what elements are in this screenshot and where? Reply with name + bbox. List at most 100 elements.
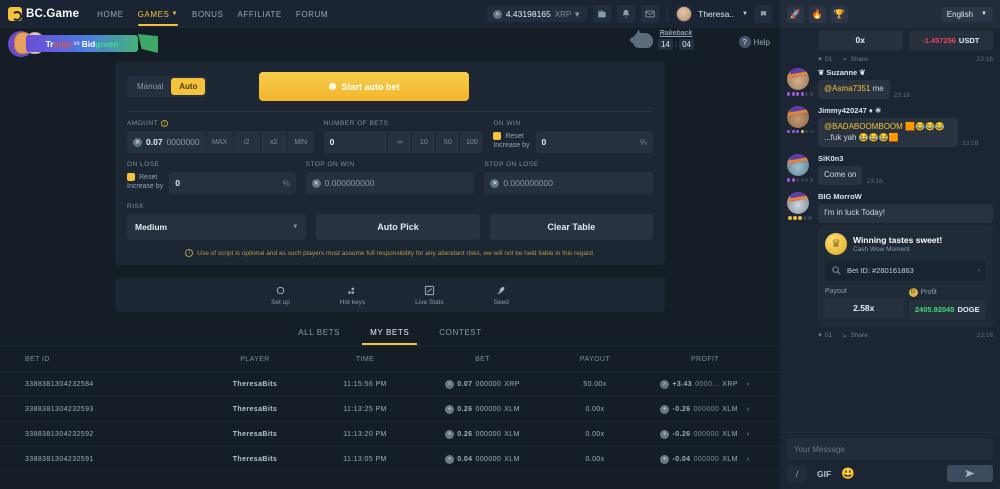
on-lose-input[interactable]: 0 [175, 178, 180, 188]
avatar-column [787, 68, 813, 99]
on-win-controls: Reset Increase by 0 % [493, 131, 654, 153]
avatar[interactable] [787, 154, 809, 177]
tool-live-stats[interactable]: Live Stats [415, 285, 444, 306]
avatar[interactable] [787, 192, 809, 215]
chevron-right-icon[interactable]: › [746, 430, 750, 438]
trophy-icon[interactable]: 🏆 [831, 5, 848, 23]
mail-icon[interactable] [641, 5, 660, 23]
gif-button[interactable]: GIF [817, 468, 832, 479]
chevron-right-icon[interactable]: › [746, 455, 750, 463]
win-card-bet-id-row[interactable]: Bet ID: #280161863 › [825, 260, 986, 281]
brand-logo[interactable]: BC.Game [8, 7, 79, 21]
level-dots [787, 129, 813, 134]
chevron-down-icon[interactable]: ▼ [742, 11, 748, 17]
flag-icon[interactable] [754, 5, 772, 23]
amount-min-button[interactable]: MIN [286, 131, 314, 153]
chevron-right-icon[interactable]: › [746, 380, 750, 388]
on-win-increase-label[interactable]: Increase by [493, 142, 530, 149]
bets-100-button[interactable]: 100 [459, 131, 483, 153]
cell-player[interactable]: TheresaBits [232, 430, 278, 438]
amount-input[interactable]: ✕ 0.07 0000000 [127, 137, 206, 147]
nav-item-home[interactable]: HOME [97, 0, 123, 28]
amount-max-button[interactable]: MAX [205, 131, 233, 153]
tab-contest[interactable]: CONTEST [439, 328, 482, 337]
mode-auto-button[interactable]: Auto [171, 78, 206, 95]
level-dot [791, 129, 795, 134]
chevron-right-icon[interactable]: › [746, 405, 750, 413]
share-button[interactable]: ➢ Share [842, 332, 868, 340]
avatar[interactable] [676, 6, 693, 22]
message-author[interactable]: SiK0n3 [818, 154, 844, 164]
table-row[interactable]: 3388381304232592 TheresaBits 11:13:20 PM ✦ 0… [0, 422, 780, 447]
info-icon[interactable]: i [161, 120, 169, 127]
promo-banner[interactable]: Tr ump vs Bid green [4, 30, 158, 60]
tab-my-bets[interactable]: MY BETS [362, 322, 418, 345]
cell-player[interactable]: TheresaBits [232, 405, 278, 413]
message-author[interactable]: BIG MorroW [818, 192, 862, 202]
message-mention[interactable]: @BADABOOMBOOM [824, 121, 903, 131]
on-lose-reset-option[interactable]: Reset [127, 173, 163, 181]
auto-pick-button[interactable]: Auto Pick [316, 214, 480, 240]
clear-table-button[interactable]: Clear Table [489, 214, 653, 240]
balance-display[interactable]: ✕ 4.43198165 XRP ▼ [486, 6, 588, 22]
cell-player[interactable]: TheresaBits [232, 380, 278, 388]
message-input-wrapper[interactable] [787, 438, 993, 460]
fire-icon[interactable]: 🔥 [809, 5, 826, 23]
table-row[interactable]: 3388381304232591 TheresaBits 11:13:05 PM ✦ 0… [0, 447, 780, 472]
share-button[interactable]: ➢ Share [842, 55, 868, 64]
message-author[interactable]: Jimmy420247 ♦ ☀ [818, 105, 882, 115]
bets-10-button[interactable]: 10 [411, 131, 435, 153]
start-auto-bet-button[interactable]: Start auto bet [259, 72, 470, 101]
rakeback-widget[interactable]: Rakeback 14 : 04 [629, 30, 694, 50]
amount-double-button[interactable]: x2 [259, 131, 287, 153]
nav-item-bonus[interactable]: BONUS [192, 0, 223, 28]
nav-item-affiliate[interactable]: AFFILIATE [237, 0, 281, 28]
win-share-card[interactable]: ♛ Winning tastes sweet! Cash Wow Moment … [818, 225, 993, 327]
cell-bet-currency: XRP [504, 380, 520, 388]
script-disclaimer: ! Use of script is optional and as such … [127, 240, 653, 265]
mode-manual-button[interactable]: Manual [137, 82, 164, 91]
nav-item-games[interactable]: GAMES ▼ [137, 0, 179, 28]
cell-profit-amount: -0.26 [672, 430, 691, 438]
on-lose-label: ON LOSE [127, 161, 296, 168]
tool-setup[interactable]: Set up [271, 285, 290, 306]
message-author[interactable]: ❦ Suzanne ❦ [818, 68, 866, 77]
table-row[interactable]: 3388381304232593 TheresaBits 11:13:25 PM ✦ 0… [0, 397, 780, 422]
stop-on-lose-input[interactable]: ✕ 0.000000000 [484, 178, 653, 188]
like-count[interactable]: ♥ 01 [818, 55, 833, 63]
on-lose-increase-label[interactable]: Increase by [127, 183, 164, 190]
tab-all-bets[interactable]: ALL BETS [298, 328, 341, 337]
cell-player[interactable]: TheresaBits [232, 455, 278, 463]
avatar[interactable] [787, 105, 809, 128]
tool-hotkeys[interactable]: Hot keys [340, 285, 365, 306]
message-mention[interactable]: @Asma7351 [824, 84, 871, 93]
chat-messages[interactable]: 0x -1.457256 USDT ♥ 01 ➢ Share 23:16 [780, 28, 1000, 432]
number-of-bets-input[interactable]: 0 [329, 137, 335, 147]
stop-on-win-input[interactable]: ✕ 0.000000000 [306, 178, 475, 188]
like-count[interactable]: ♥ 01 [818, 332, 833, 340]
send-message-button[interactable] [947, 465, 993, 482]
emoji-picker-button[interactable]: 😃 [841, 468, 855, 480]
nav-item-forum[interactable]: FORUM [296, 0, 328, 28]
bets-infinite-button[interactable]: ∞ [387, 131, 411, 153]
amount-half-button[interactable]: /2 [232, 131, 260, 153]
bell-icon[interactable] [617, 5, 636, 23]
message-input[interactable] [794, 444, 986, 454]
level-dot [800, 178, 804, 182]
avatar[interactable] [787, 68, 809, 90]
wallet-icon[interactable] [593, 5, 612, 23]
help-button[interactable]: ? Help [738, 36, 770, 48]
rocket-icon[interactable]: 🚀 [787, 5, 804, 23]
language-selector[interactable]: English ▼ [940, 6, 993, 22]
currency-selector[interactable]: XRP ▼ [555, 10, 581, 19]
chevron-down-icon: ▼ [573, 9, 582, 19]
level-dot [787, 92, 791, 96]
risk-select[interactable]: Medium ▼ [127, 214, 307, 240]
table-row[interactable]: 3388381304232584 TheresaBits 11:15:56 PM ✕ 0… [0, 372, 780, 397]
bets-50-button[interactable]: 50 [435, 131, 459, 153]
on-win-input[interactable]: 0 [541, 137, 547, 147]
on-win-reset-option[interactable]: Reset [493, 132, 529, 140]
tool-seed[interactable]: Seed [494, 285, 509, 306]
cell-bet-decimals: 000000 [475, 405, 502, 413]
slash-command-button[interactable]: / [787, 465, 807, 482]
